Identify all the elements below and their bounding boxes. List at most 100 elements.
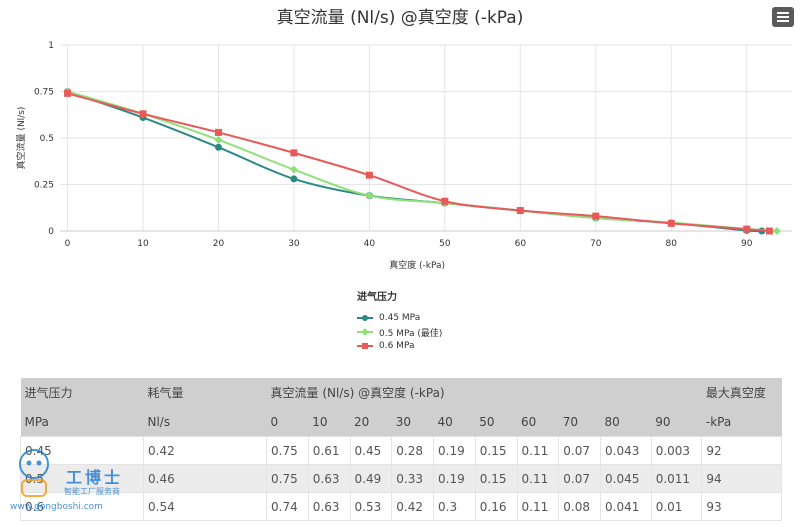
table-cell: 0.45 bbox=[349, 436, 393, 465]
table-cell: 0.08 bbox=[558, 492, 601, 521]
subheader-cell: 10 bbox=[308, 407, 350, 437]
y-tick-label: 0 bbox=[48, 227, 54, 237]
table-cell: 0.045 bbox=[600, 464, 652, 493]
table-cell: 0.28 bbox=[391, 436, 434, 465]
x-tick-label: 20 bbox=[213, 239, 225, 249]
legend-swatch bbox=[357, 342, 373, 350]
y-axis-title: 真空流量 (Nl/s) bbox=[15, 107, 27, 170]
legend-title: 进气压力 bbox=[357, 292, 397, 303]
table-cell: 0.53 bbox=[349, 492, 393, 521]
subheader-cell: 80 bbox=[600, 407, 652, 437]
series-1-point bbox=[289, 165, 298, 174]
table-cell: 0.11 bbox=[516, 436, 560, 465]
legend-swatch bbox=[357, 314, 373, 322]
subheader-cell: MPa bbox=[20, 407, 144, 437]
subheader-cell: 20 bbox=[350, 407, 392, 437]
x-tick-label: 90 bbox=[741, 239, 753, 249]
table-cell: 0.6 bbox=[20, 492, 144, 521]
series-2-point bbox=[365, 171, 373, 179]
legend-label: 0.6 MPa bbox=[379, 341, 415, 351]
y-tick-label: 0.75 bbox=[34, 88, 54, 98]
table-cell: 0.45 bbox=[20, 436, 144, 465]
chart-menu-button[interactable] bbox=[772, 7, 794, 27]
legend-item-0[interactable]: 0.45 MPa bbox=[357, 311, 442, 325]
table-header-row-2: MPa Nl/s 0 10 20 30 40 50 60 70 80 90 -kPa bbox=[20, 407, 782, 437]
table-cell: 93 bbox=[701, 492, 782, 521]
header-max-vacuum: 最大真空度 bbox=[701, 378, 782, 407]
subheader-cell: 70 bbox=[558, 407, 601, 437]
table-cell: 0.043 bbox=[600, 436, 652, 465]
table-row: 0.5 0.46 0.75 0.63 0.49 0.33 0.19 0.15 0.11 0.07 0… bbox=[20, 464, 782, 493]
x-tick-label: 30 bbox=[288, 239, 300, 249]
series-2-point bbox=[592, 212, 600, 220]
table-cell: 0.75 bbox=[266, 464, 309, 493]
legend-item-1[interactable]: 0.5 MPa (最佳) bbox=[357, 325, 442, 339]
series-2-point bbox=[667, 219, 675, 227]
chart-legend: 进气压力 0.45 MPa 0.5 MPa (最佳) 0.6 MPa bbox=[357, 288, 442, 353]
table-cell: 0.11 bbox=[516, 492, 560, 521]
header-consumption: 耗气量 bbox=[143, 378, 267, 407]
table-cell: 0.07 bbox=[558, 436, 601, 465]
x-tick-label: 40 bbox=[364, 239, 376, 249]
subheader-cell: 30 bbox=[391, 407, 434, 437]
series-line-0 bbox=[67, 90, 762, 233]
table-row: 0.45 0.42 0.75 0.61 0.45 0.28 0.19 0.15 0.11 0.07… bbox=[20, 436, 782, 465]
table-cell: 0.19 bbox=[433, 436, 476, 465]
data-table: 进气压力 耗气量 真空流量 (Nl/s) @真空度 (-kPa) 最大真空度 M… bbox=[20, 378, 782, 521]
header-flow: 真空流量 (Nl/s) @真空度 (-kPa) bbox=[266, 378, 702, 407]
subheader-cell: Nl/s bbox=[143, 407, 267, 437]
legend-label: 0.45 MPa bbox=[379, 313, 421, 323]
y-tick-label: 0.5 bbox=[40, 134, 54, 144]
table-cell: 0.11 bbox=[516, 464, 560, 493]
series-2-point bbox=[441, 197, 449, 205]
subheader-cell: -kPa bbox=[701, 407, 782, 437]
x-tick-label: 70 bbox=[590, 239, 602, 249]
series-2-point bbox=[139, 110, 147, 118]
x-tick-label: 60 bbox=[515, 239, 527, 249]
table-cell: 0.15 bbox=[474, 464, 518, 493]
series-1-point bbox=[365, 191, 374, 200]
subheader-cell: 50 bbox=[475, 407, 517, 437]
x-tick-label: 0 bbox=[65, 239, 71, 249]
subheader-cell: 90 bbox=[651, 407, 702, 437]
series-2-point bbox=[516, 207, 524, 215]
series-line-1 bbox=[67, 90, 777, 232]
chart-title: 真空流量 (Nl/s) @真空度 (-kPa) bbox=[276, 8, 524, 28]
legend-label: 0.5 MPa (最佳) bbox=[379, 328, 443, 339]
x-tick-label: 80 bbox=[666, 239, 678, 249]
table-cell: 0.003 bbox=[650, 436, 703, 465]
header-pressure: 进气压力 bbox=[20, 378, 144, 407]
subheader-cell: 0 bbox=[266, 407, 309, 437]
table-cell: 0.63 bbox=[307, 492, 351, 521]
series-2-point bbox=[290, 149, 298, 157]
series-2-point bbox=[765, 227, 773, 235]
series-2-point bbox=[743, 225, 751, 233]
table-cell: 0.19 bbox=[433, 464, 476, 493]
table-cell: 0.15 bbox=[474, 436, 518, 465]
table-cell: 94 bbox=[701, 464, 782, 493]
series-1-point bbox=[772, 227, 781, 235]
y-tick-label: 1 bbox=[48, 41, 54, 51]
table-header-row-1: 进气压力 耗气量 真空流量 (Nl/s) @真空度 (-kPa) 最大真空度 bbox=[20, 378, 782, 407]
series-0-point bbox=[290, 175, 298, 183]
table-cell: 0.49 bbox=[349, 464, 393, 493]
series-2-point bbox=[64, 89, 72, 97]
table-row: 0.6 0.54 0.74 0.63 0.53 0.42 0.3 0.16 0.11 0.08 0.… bbox=[20, 492, 782, 521]
table-cell: 0.16 bbox=[474, 492, 518, 521]
table-cell: 0.74 bbox=[266, 492, 309, 521]
legend-item-2[interactable]: 0.6 MPa bbox=[357, 339, 442, 353]
series-0-point bbox=[214, 143, 222, 151]
table-cell: 0.3 bbox=[433, 492, 476, 521]
table-cell: 0.42 bbox=[391, 492, 434, 521]
table-cell: 0.63 bbox=[307, 464, 351, 493]
x-axis-title: 真空度 (-kPa) bbox=[389, 259, 445, 271]
table-cell: 0.75 bbox=[266, 436, 309, 465]
chart-plot: 0 10 20 30 40 50 60 70 80 90 0 0.25 0.5 0.75 1 真空度 (-kP… bbox=[15, 41, 792, 271]
x-tick-label: 50 bbox=[439, 239, 451, 249]
table-cell: 92 bbox=[701, 436, 782, 465]
subheader-cell: 40 bbox=[433, 407, 476, 437]
table-cell: 0.33 bbox=[391, 464, 434, 493]
table-cell: 0.46 bbox=[143, 464, 267, 493]
table-cell: 0.61 bbox=[307, 436, 351, 465]
table-cell: 0.01 bbox=[650, 492, 703, 521]
